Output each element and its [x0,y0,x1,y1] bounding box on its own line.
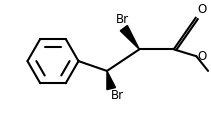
Text: Br: Br [111,89,124,102]
Text: O: O [197,50,207,63]
Text: O: O [197,3,207,16]
Polygon shape [107,71,115,90]
Polygon shape [120,26,139,49]
Text: Br: Br [116,13,129,26]
